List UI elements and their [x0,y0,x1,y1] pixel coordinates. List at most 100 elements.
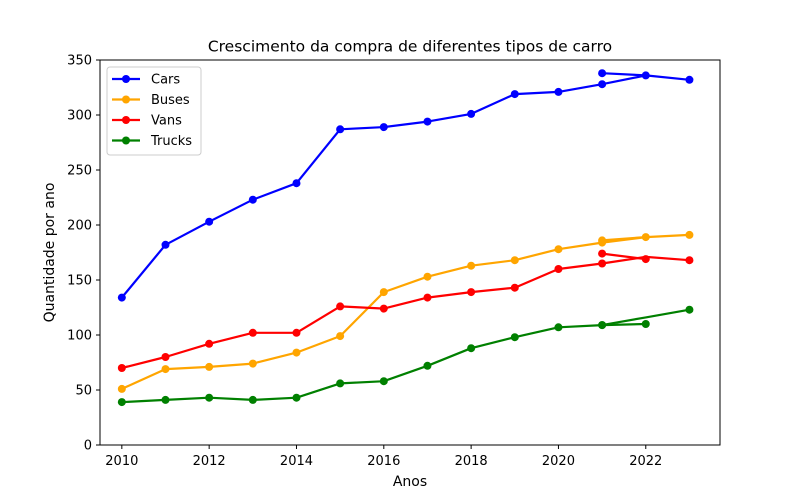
series-segment-buses [602,236,646,242]
chart-title: Crescimento da compra de diferentes tipo… [208,38,612,56]
data-point [685,256,694,265]
y-tick-label: 350 [67,54,92,69]
data-point [641,255,650,264]
legend-label: Cars [151,73,180,88]
data-point [336,125,345,134]
y-tick-label: 150 [67,274,92,289]
legend-item-cars: Cars [112,73,180,88]
series-vans [117,249,694,372]
series-layer [117,69,694,407]
x-axis: 2010 2012 2014 2016 2018 2020 2022 [105,445,662,469]
data-point [510,90,519,99]
legend-marker [122,116,130,124]
data-point [598,80,607,89]
data-point [161,240,170,249]
data-point [379,123,388,132]
legend-marker [122,75,130,83]
y-tick-label: 200 [67,219,92,234]
data-point [292,179,301,188]
plot-area-frame [99,59,721,446]
legend-marker [122,95,130,104]
data-point [161,353,170,361]
series-trucks [117,305,694,407]
legend-item-vans: Vans [112,114,182,129]
data-point [248,395,257,404]
series-line-buses [121,233,690,390]
data-point [423,361,432,370]
legend-label: Vans [151,114,182,129]
legend-label: Buses [151,93,190,108]
legend: Cars Buses Vans Trucks [106,66,202,156]
data-point [161,395,170,404]
series-line-cars [120,74,690,299]
data-point [117,398,126,407]
data-point [292,393,301,402]
x-tick-label: 2020 [542,454,575,469]
data-point [685,75,694,84]
data-point [467,288,476,297]
data-point [554,87,563,96]
data-point [336,332,345,341]
series-segment-vans [601,252,646,261]
x-tick-label: 2014 [280,454,313,469]
legend-marker [122,136,130,145]
data-point [598,321,607,330]
legend-box [106,66,202,156]
y-tick-label: 300 [67,109,92,124]
data-point [379,304,388,313]
data-point [423,272,432,281]
data-point [598,236,607,245]
data-point [336,379,345,388]
series-segment-cars [602,72,646,77]
data-point [598,69,607,78]
data-point [292,348,301,357]
data-point [117,293,126,302]
data-point [117,364,126,372]
legend-label: Trucks [150,134,192,149]
data-point [161,365,170,374]
data-point [641,320,650,328]
y-tick-label: 50 [75,384,92,399]
y-tick-label: 0 [84,439,92,454]
data-point [685,305,694,314]
data-point [379,288,388,297]
data-point [336,302,345,311]
data-point [248,195,257,204]
x-axis-label: Anos [393,474,427,490]
legend-item-buses: Buses [112,93,190,108]
y-tick-label: 250 [67,164,92,179]
data-point [205,362,214,371]
data-point [467,344,476,353]
series-line-vans [121,255,690,370]
data-point [117,384,126,393]
data-point [641,233,650,242]
series-buses [117,230,694,393]
x-tick-label: 2010 [105,454,138,469]
data-point [292,328,301,337]
data-point [205,217,214,226]
data-point [379,377,388,386]
series-line-trucks [121,308,690,404]
data-point [641,71,650,80]
x-tick-label: 2012 [193,454,226,469]
data-point [205,393,214,402]
y-axis: 0 50 100 150 200 250 300 350 [67,54,100,454]
y-axis-label: Quantidade por ano [42,183,58,323]
data-point [423,293,432,302]
data-point [248,328,257,337]
x-tick-label: 2018 [455,454,488,469]
data-point [248,359,257,368]
data-point [554,323,563,332]
data-point [598,259,607,268]
data-point [685,230,694,239]
legend-item-trucks: Trucks [112,134,192,149]
series-segment-trucks [602,322,646,327]
data-point [510,283,519,292]
series-cars [117,69,694,302]
data-point [423,117,432,126]
data-point [598,249,607,258]
y-tick-label: 100 [67,329,92,344]
data-point [467,261,476,270]
